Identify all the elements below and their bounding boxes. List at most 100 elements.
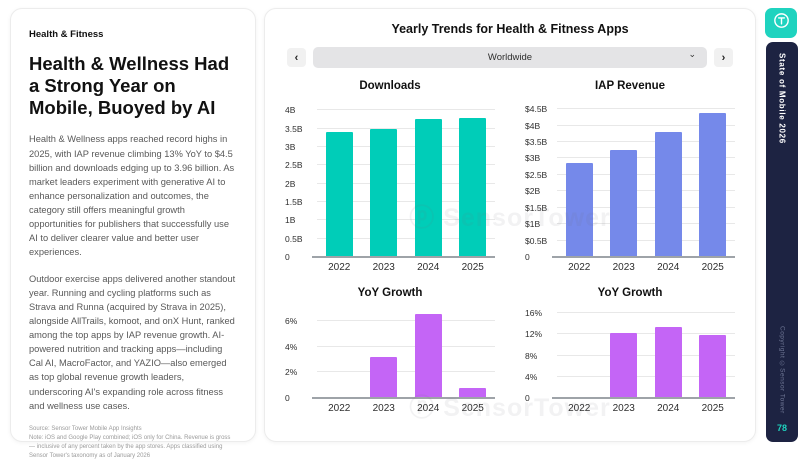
chart-title: YoY Growth [597,287,663,299]
chart-downloads: Downloads 4B 3.5B 3B 2.5B 2B 1.5B 1B 0.5B 0 2022… [285,80,495,273]
chart-plot: 4B 3.5B 3B 2.5B 2B 1.5B 1B 0.5B 0 [285,101,495,262]
x-axis-label: 2023 [372,262,395,273]
gridline [557,157,735,159]
y-axis-tick: 0 [285,252,290,262]
summary-panel: Health & Fitness Health & Wellness Had a… [10,8,256,459]
chart-x-labels: 2022 2023 2024 2025 [557,403,735,414]
chart-iap-revenue: IAP Revenue $4.5B $4B $3.5B $3B $2.5B $2B $1.5… [525,80,735,273]
chevron-left-icon: ‹ [294,51,299,64]
bar-2023 [370,128,398,257]
bar-slot [602,308,647,398]
x-axis-label: 2023 [612,262,635,273]
x-axis-line [552,256,735,258]
gridline [557,333,735,335]
x-axis-line [312,397,495,399]
gridline [557,375,735,377]
y-axis-tick: $2B [525,186,541,197]
chart-revenue-yoy-growth: YoY Growth 16% 12% 8% 4% 0 2022 2023 2024 2025 [525,287,735,414]
bar-slot [362,308,407,398]
bar-2024 [654,327,682,398]
y-axis-tick: $3.5B [525,137,548,148]
x-axis-label: 2024 [657,262,680,273]
x-axis-label: 2024 [417,403,440,414]
bar-2025 [459,117,487,257]
x-axis-line [552,397,735,399]
category-label: Health & Fitness [29,29,104,40]
gridline [557,124,735,126]
y-axis-tick: 2% [285,367,298,378]
gridline [317,371,495,373]
y-axis-tick: 4% [285,341,298,352]
x-axis-label: 2023 [612,403,635,414]
bar-group [317,308,495,398]
sensor-tower-logo [765,8,797,38]
y-axis-tick: 2B [285,178,296,189]
region-dropdown[interactable]: Worldwide ⌄ [313,47,707,68]
y-axis-tick: 12% [525,329,543,340]
y-axis-tick: 8% [525,350,538,361]
bar-slot [646,101,691,257]
bar-2023 [610,150,638,257]
gridline [557,173,735,175]
gridline [557,312,735,314]
source-line: Source: Sensor Tower Mobile App Insights [29,425,142,432]
gridline [317,164,495,166]
y-axis-tick: $1B [525,219,541,230]
gridline [557,206,735,208]
bar-2022 [565,163,593,257]
bar-2024 [654,132,682,257]
prev-region-button[interactable]: ‹ [287,48,306,67]
gridline [557,354,735,356]
gridline [317,127,495,129]
chevron-right-icon: › [721,51,726,64]
y-axis-tick: 2.5B [285,160,303,171]
chart-downloads-yoy-growth: YoY Growth 6% 4% 2% 0 2022 2023 2024 2025 [285,287,495,414]
y-axis-tick: 0 [285,393,290,403]
y-axis-tick: $4.5B [525,104,548,115]
gridline [557,223,735,225]
gridline [317,200,495,202]
y-axis-tick: 0 [525,252,530,262]
x-axis-label: 2025 [461,403,484,414]
y-axis-tick: 0.5B [285,233,303,244]
bar-slot [451,308,496,398]
bar-slot [406,308,451,398]
bar-slot [557,308,602,398]
y-axis-tick: $3B [525,153,541,164]
charts-grid: ⓟ SensorTower ⓟ SensorTower Downloads 4B… [285,80,735,422]
gridline [557,239,735,241]
bar-slot [557,101,602,257]
bar-2022 [325,132,353,257]
page-number: 78 [776,423,787,433]
x-axis-label: 2022 [568,403,591,414]
gridline [317,219,495,221]
y-axis-tick: 16% [525,308,543,319]
bar-slot [317,101,362,257]
y-axis-tick: 1.5B [285,196,303,207]
report-sidebar: State of Mobile 2026 Copyright ©Sensor T… [766,42,798,442]
y-axis-tick: $0.5B [525,235,548,246]
gridline [557,108,735,110]
tower-icon [772,11,791,35]
chart-x-labels: 2022 2023 2024 2025 [317,403,495,414]
bar-slot [406,101,451,257]
bar-group [557,101,735,257]
y-axis-tick: 0 [525,393,530,403]
copyright-text: Copyright ©Sensor Tower [778,326,786,414]
x-axis-line [312,256,495,258]
bar-2025 [699,112,727,257]
y-axis-tick: $1.5B [525,202,548,213]
y-axis-tick: $4B [525,120,541,131]
chart-x-labels: 2022 2023 2024 2025 [317,262,495,273]
chart-title: IAP Revenue [594,80,666,92]
gridline [317,319,495,321]
next-region-button[interactable]: › [714,48,733,67]
chart-plot: $4.5B $4B $3.5B $3B $2.5B $2B $1.5B $1B $0.5B 0 [525,101,735,262]
report-brand: State of Mobile 2026 [777,53,787,144]
y-axis-tick: 3.5B [285,123,303,134]
y-axis-tick: $2.5B [525,169,548,180]
chart-title: Downloads [359,80,421,92]
x-axis-label: 2022 [328,262,351,273]
bar-slot [362,101,407,257]
x-axis-label: 2024 [417,262,440,273]
